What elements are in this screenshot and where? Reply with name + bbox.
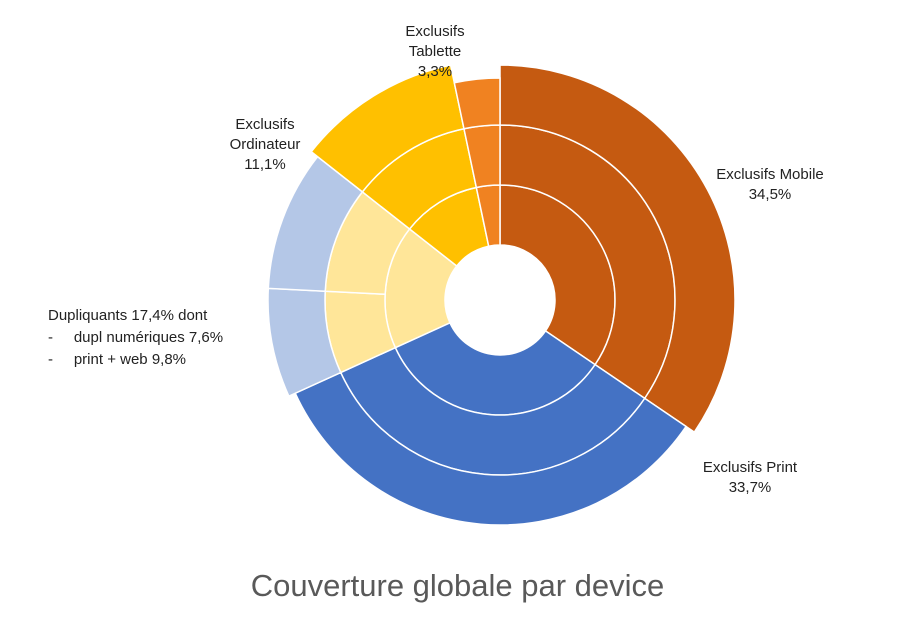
segment-name: Exclusifs Mobile [716, 166, 824, 183]
connector: dont [178, 307, 208, 324]
label-value: 34,5% [700, 185, 840, 205]
segment-name: Dupliquants [48, 307, 128, 324]
child-name: dupl numériques [73, 329, 185, 346]
child-value: 9,8% [151, 351, 187, 368]
chart-title: Couverture globale par device [250, 568, 665, 603]
label-value: 3,3% [385, 62, 485, 82]
segment-label: Dupliquants 17,4% dont - dupl numériques … [48, 305, 223, 371]
outer-wedge [453, 77, 501, 130]
child-name: print + web [73, 351, 148, 368]
segment-label: Exclusifs Ordinateur 11,1% [215, 115, 315, 175]
label-name: Exclusifs Mobile [700, 165, 840, 185]
label-value: 11,1% [215, 155, 315, 175]
child-value: 7,6% [188, 329, 224, 346]
label-name: Exclusifs Tablette [385, 22, 485, 62]
label-line: Dupliquants 17,4% dont [48, 305, 223, 327]
segment-value: 17,4% [131, 307, 174, 324]
label-value: 33,7% [680, 478, 820, 498]
outer-wedge [499, 64, 736, 434]
label-name: Exclusifs Ordinateur [215, 115, 315, 155]
outer-wedge [294, 371, 688, 526]
segment-name: Exclusifs Ordinateur [229, 116, 301, 153]
child-label: - print + web 9,8% [48, 351, 187, 368]
segment-value: 11,1% [244, 156, 286, 173]
segment-label: Exclusifs Mobile 34,5% [700, 165, 840, 205]
segment-value: 3,3% [417, 63, 453, 80]
child-label: - dupl numériques 7,6% [48, 329, 224, 346]
segment-label: Exclusifs Tablette 3,3% [385, 22, 485, 82]
segment-name: Exclusifs Print [702, 459, 798, 476]
segment-label: Exclusifs Print 33,7% [680, 458, 820, 498]
label-name: Exclusifs Print [680, 458, 820, 478]
segment-value: 33,7% [728, 479, 772, 496]
segment-name: Exclusifs Tablette [405, 23, 465, 60]
segment-value: 34,5% [748, 186, 792, 203]
